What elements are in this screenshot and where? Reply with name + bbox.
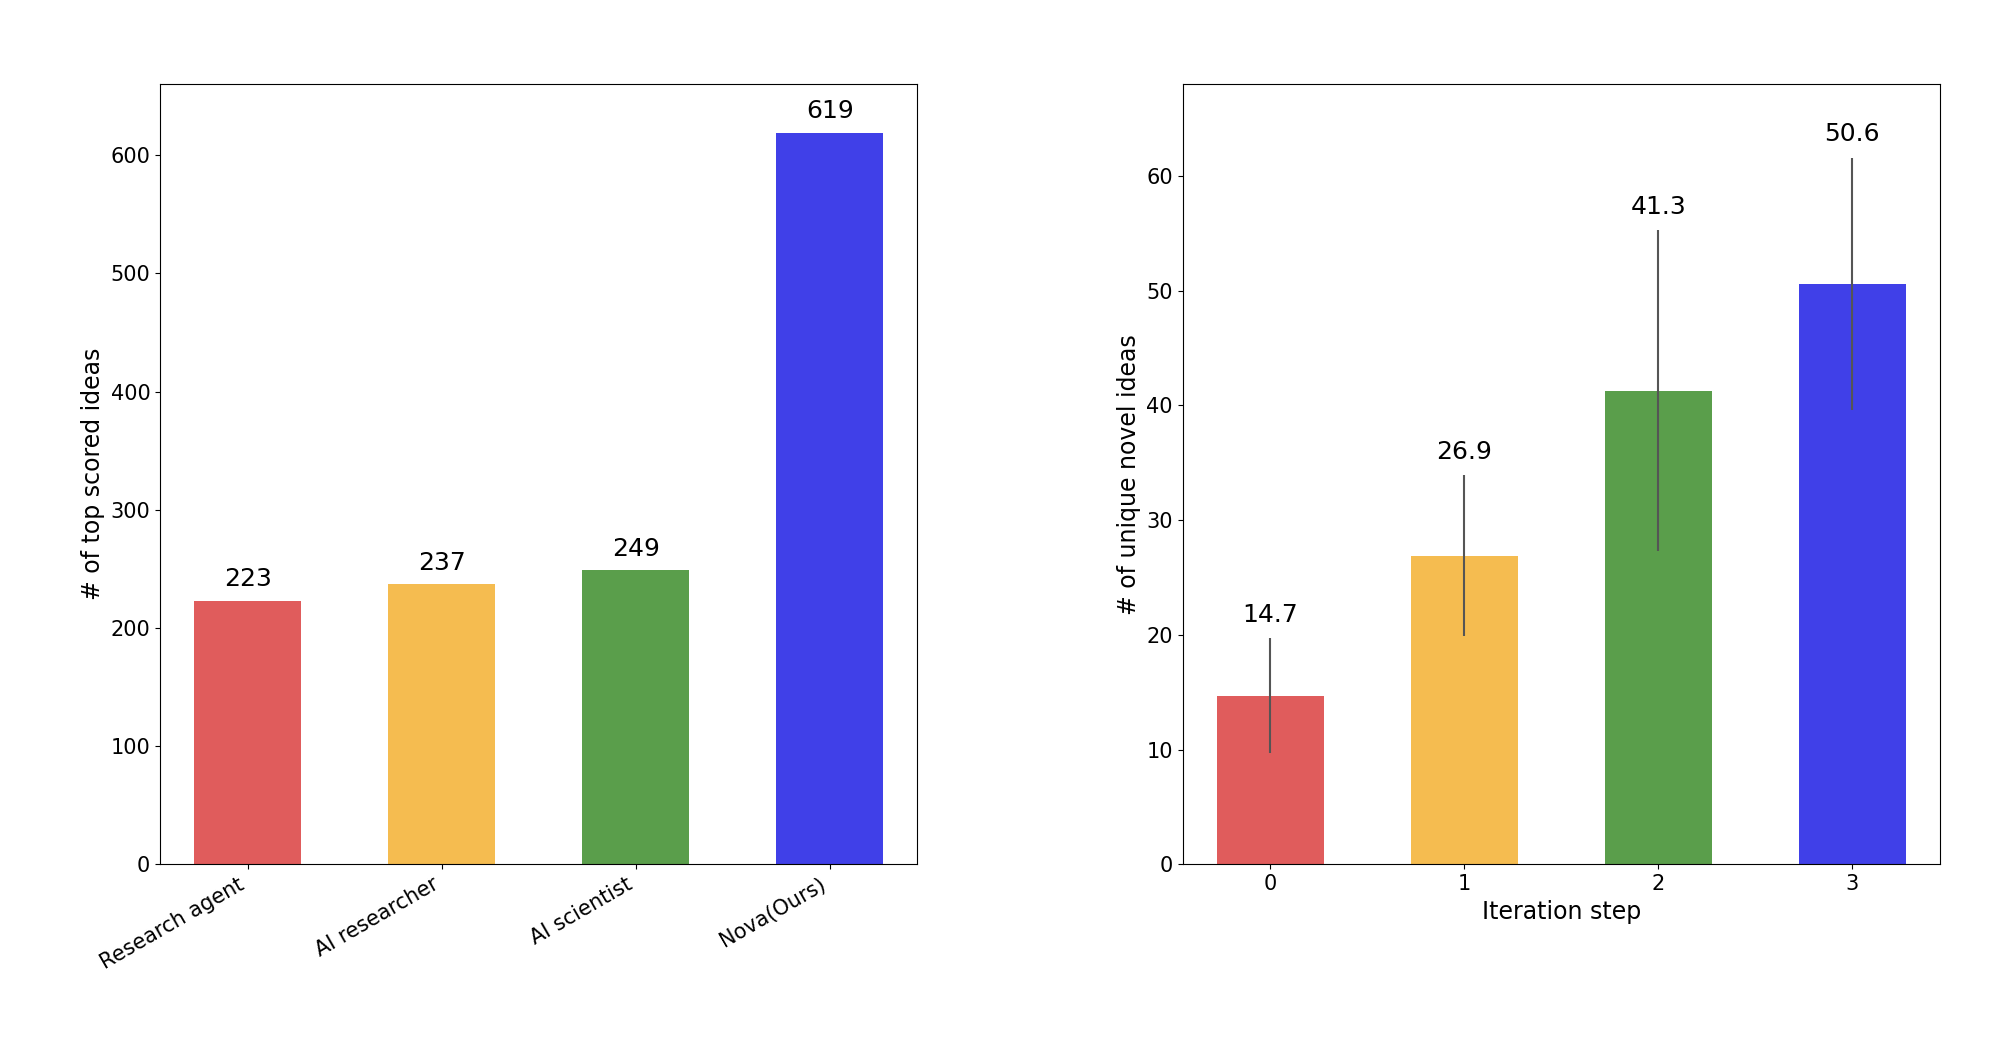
Bar bbox=[388, 584, 496, 864]
Bar bbox=[194, 601, 302, 864]
X-axis label: Iteration step: Iteration step bbox=[1482, 899, 1640, 923]
Text: 237: 237 bbox=[418, 551, 466, 574]
Y-axis label: # of top scored ideas: # of top scored ideas bbox=[80, 348, 104, 601]
Text: 41.3: 41.3 bbox=[1630, 195, 1686, 218]
Bar bbox=[776, 133, 884, 864]
Text: 223: 223 bbox=[224, 567, 272, 591]
Text: 50.6: 50.6 bbox=[1824, 122, 1880, 147]
Bar bbox=[1216, 696, 1324, 864]
Text: 619: 619 bbox=[806, 99, 854, 123]
Y-axis label: # of unique novel ideas: # of unique novel ideas bbox=[1116, 334, 1140, 614]
Bar bbox=[582, 570, 690, 864]
Text: 249: 249 bbox=[612, 536, 660, 561]
Bar bbox=[1798, 284, 1906, 864]
Text: 14.7: 14.7 bbox=[1242, 603, 1298, 627]
Bar bbox=[1604, 391, 1712, 864]
Bar bbox=[1410, 555, 1518, 864]
Text: 26.9: 26.9 bbox=[1436, 440, 1492, 464]
